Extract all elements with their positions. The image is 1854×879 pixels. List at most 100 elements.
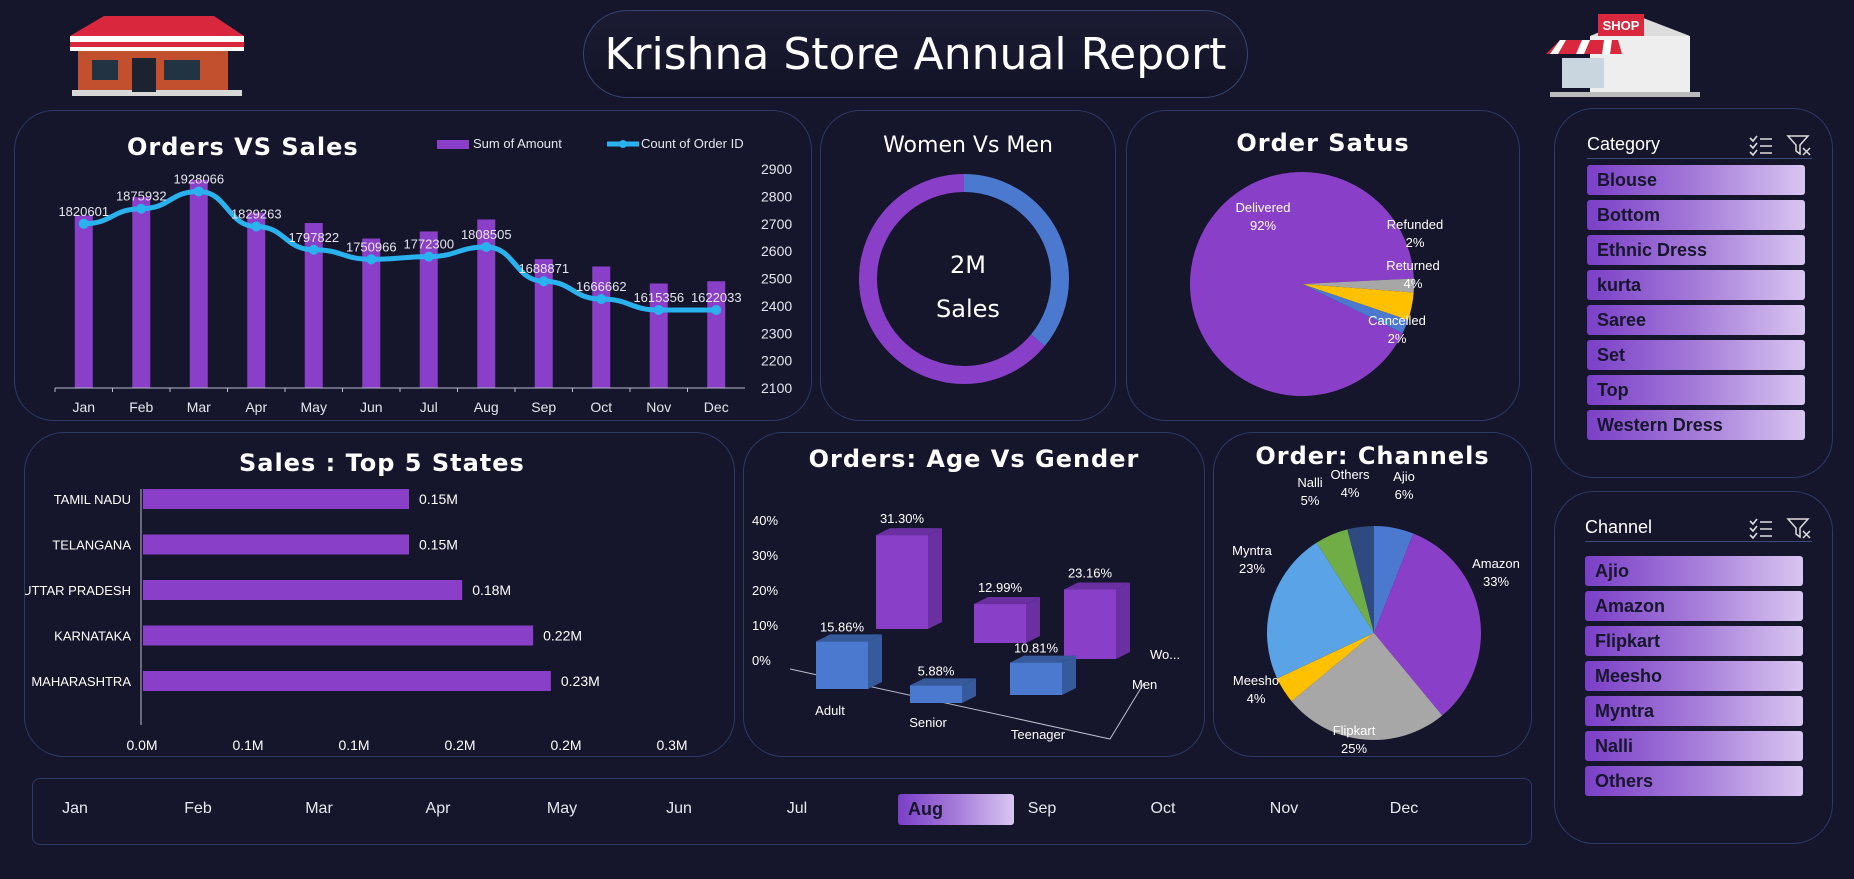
bar-women-adult-top xyxy=(876,528,942,536)
state-value-label: 0.23M xyxy=(561,673,600,689)
channel-item-flipkart[interactable]: Flipkart xyxy=(1585,626,1803,656)
x-tick-label: Jan xyxy=(72,399,95,415)
category-slicer-label: Category xyxy=(1587,134,1661,154)
channel-pct-nalli: 5% xyxy=(1301,493,1320,508)
channel-pct-flipkart: 25% xyxy=(1341,741,1367,756)
category-item-ethnic-dress[interactable]: Ethnic Dress xyxy=(1587,235,1805,265)
month-jan[interactable]: Jan xyxy=(62,800,88,817)
month-mar[interactable]: Mar xyxy=(305,800,333,817)
bar-women-adult-side xyxy=(928,528,942,629)
multi-select-icon[interactable] xyxy=(1748,134,1774,156)
multi-select-icon[interactable] xyxy=(1748,517,1774,539)
channel-item-myntra[interactable]: Myntra xyxy=(1585,696,1803,726)
category-item-set[interactable]: Set xyxy=(1587,340,1805,370)
month-sep[interactable]: Sep xyxy=(1027,800,1057,817)
orders-vs-sales-chart: Sum of Amount Count of Order ID 1820601 18… xyxy=(54,136,792,415)
channel-label-amazon: Amazon xyxy=(1472,556,1520,571)
y2-tick-label: 2500 xyxy=(761,271,792,287)
data-label-feb: 1875932 xyxy=(116,189,167,204)
state-bar xyxy=(143,489,409,509)
channel-slice-flipkart xyxy=(1291,633,1443,740)
bar-men-adult-side xyxy=(868,634,882,689)
channel-label-meesho: Meesho xyxy=(1233,673,1279,688)
bar-women-adult xyxy=(876,535,928,629)
line-marker-feb xyxy=(136,203,147,214)
channel-slice-ajio xyxy=(1374,526,1414,633)
age-gender-chart: 0% 10% 20% 30% 40% 31.30% 12.99% 23.16% 15.86% 5.… xyxy=(752,511,1180,742)
status-slice-returned xyxy=(1302,284,1414,321)
channel-slicer: Channel Ajio Amazon Flipkart Meesho Myntra Na… xyxy=(1554,491,1833,844)
channels-title: Order: Channels xyxy=(1255,442,1490,470)
category-item-top[interactable]: Top xyxy=(1587,375,1805,405)
state-label: MAHARASHTRA xyxy=(31,674,131,689)
month-may[interactable]: May xyxy=(546,800,578,817)
status-pct-refunded: 2% xyxy=(1406,235,1425,250)
month-aug[interactable]: Aug xyxy=(898,794,1014,825)
state-value-label: 0.15M xyxy=(419,537,458,553)
report-title: Krishna Store Annual Report xyxy=(604,28,1227,80)
state-value-label: 0.15M xyxy=(419,491,458,507)
channel-item-meesho[interactable]: Meesho xyxy=(1585,661,1803,691)
bar-amount-jul xyxy=(419,231,438,388)
channel-item-ajio[interactable]: Ajio xyxy=(1585,556,1803,586)
bar-women-senior-side xyxy=(1026,597,1040,643)
label-men-teenager: 10.81% xyxy=(1014,641,1059,656)
channel-item-others[interactable]: Others xyxy=(1585,766,1803,796)
line-marker-mar xyxy=(193,186,204,197)
category-item-blouse[interactable]: Blouse xyxy=(1587,165,1805,195)
y-tick-label: 0% xyxy=(752,653,771,668)
order-status-title: Order Satus xyxy=(1236,129,1410,157)
data-label-jan: 1820601 xyxy=(58,204,109,219)
month-feb[interactable]: Feb xyxy=(184,800,212,817)
women-vs-men-title: Women Vs Men xyxy=(883,133,1053,158)
x-tick-label: Nov xyxy=(646,399,671,415)
x-tick-label: 0.2M xyxy=(444,737,475,753)
x-tick-label: Jun xyxy=(360,399,383,415)
y2-tick-label: 2100 xyxy=(761,380,792,396)
data-label-dec: 1622033 xyxy=(691,290,742,305)
month-dec[interactable]: Dec xyxy=(1389,800,1419,817)
data-label-jun: 1750966 xyxy=(346,239,397,254)
bar-amount-mar xyxy=(189,179,208,388)
donut-slice-women xyxy=(859,174,1069,384)
category-item-western-dress[interactable]: Western Dress xyxy=(1587,410,1805,440)
bar-amount-jun xyxy=(362,238,381,388)
month-jul[interactable]: Jul xyxy=(786,800,808,817)
category-slicer: Category Blouse Bottom Ethnic Dress kurta Sa… xyxy=(1554,108,1833,478)
order-status-panel: Order Satus Delivered 92% Refunded 2% Return… xyxy=(1126,110,1520,421)
x-tick-label: Dec xyxy=(704,399,729,415)
clear-filter-icon[interactable] xyxy=(1786,134,1812,156)
label-women-senior: 12.99% xyxy=(978,580,1023,595)
category-item-saree[interactable]: Saree xyxy=(1587,305,1805,335)
x-tick-label: 0.1M xyxy=(232,737,263,753)
x-tick-label: Sep xyxy=(531,399,556,415)
y2-tick-label: 2600 xyxy=(761,243,792,259)
clear-filter-icon[interactable] xyxy=(1786,517,1812,539)
month-jun[interactable]: Jun xyxy=(666,800,692,817)
women-vs-men-donut xyxy=(859,174,1069,384)
channels-pie: Ajio 6% Amazon 33% Flipkart 25% Meesho 4% Myntra… xyxy=(1232,467,1520,756)
x-tick-label: 0.1M xyxy=(338,737,369,753)
channel-item-amazon[interactable]: Amazon xyxy=(1585,591,1803,621)
channel-slice-amazon xyxy=(1374,533,1481,716)
x-tick-label: Aug xyxy=(474,399,499,415)
month-oct[interactable]: Oct xyxy=(1150,800,1176,817)
orders-vs-sales-title: Orders VS Sales xyxy=(127,133,359,161)
month-nov[interactable]: Nov xyxy=(1269,800,1299,817)
line-marker-nov xyxy=(653,304,664,315)
category-item-kurta[interactable]: kurta xyxy=(1587,270,1805,300)
y-tick-label: 10% xyxy=(752,618,778,633)
report-title-box: Krishna Store Annual Report xyxy=(583,10,1248,98)
channel-pct-amazon: 33% xyxy=(1483,574,1509,589)
line-marker-dec xyxy=(711,304,722,315)
legend-swatch-amount xyxy=(437,140,469,149)
channel-item-nalli[interactable]: Nalli xyxy=(1585,731,1803,761)
bar-amount-apr xyxy=(247,212,266,388)
data-label-apr: 1829263 xyxy=(231,206,282,221)
category-item-bottom[interactable]: Bottom xyxy=(1587,200,1805,230)
month-apr[interactable]: Apr xyxy=(425,800,451,817)
y2-tick-label: 2700 xyxy=(761,216,792,232)
x-tick-label: May xyxy=(301,399,327,415)
y2-tick-label: 2400 xyxy=(761,298,792,314)
legend-label-orders: Count of Order ID xyxy=(641,136,744,151)
